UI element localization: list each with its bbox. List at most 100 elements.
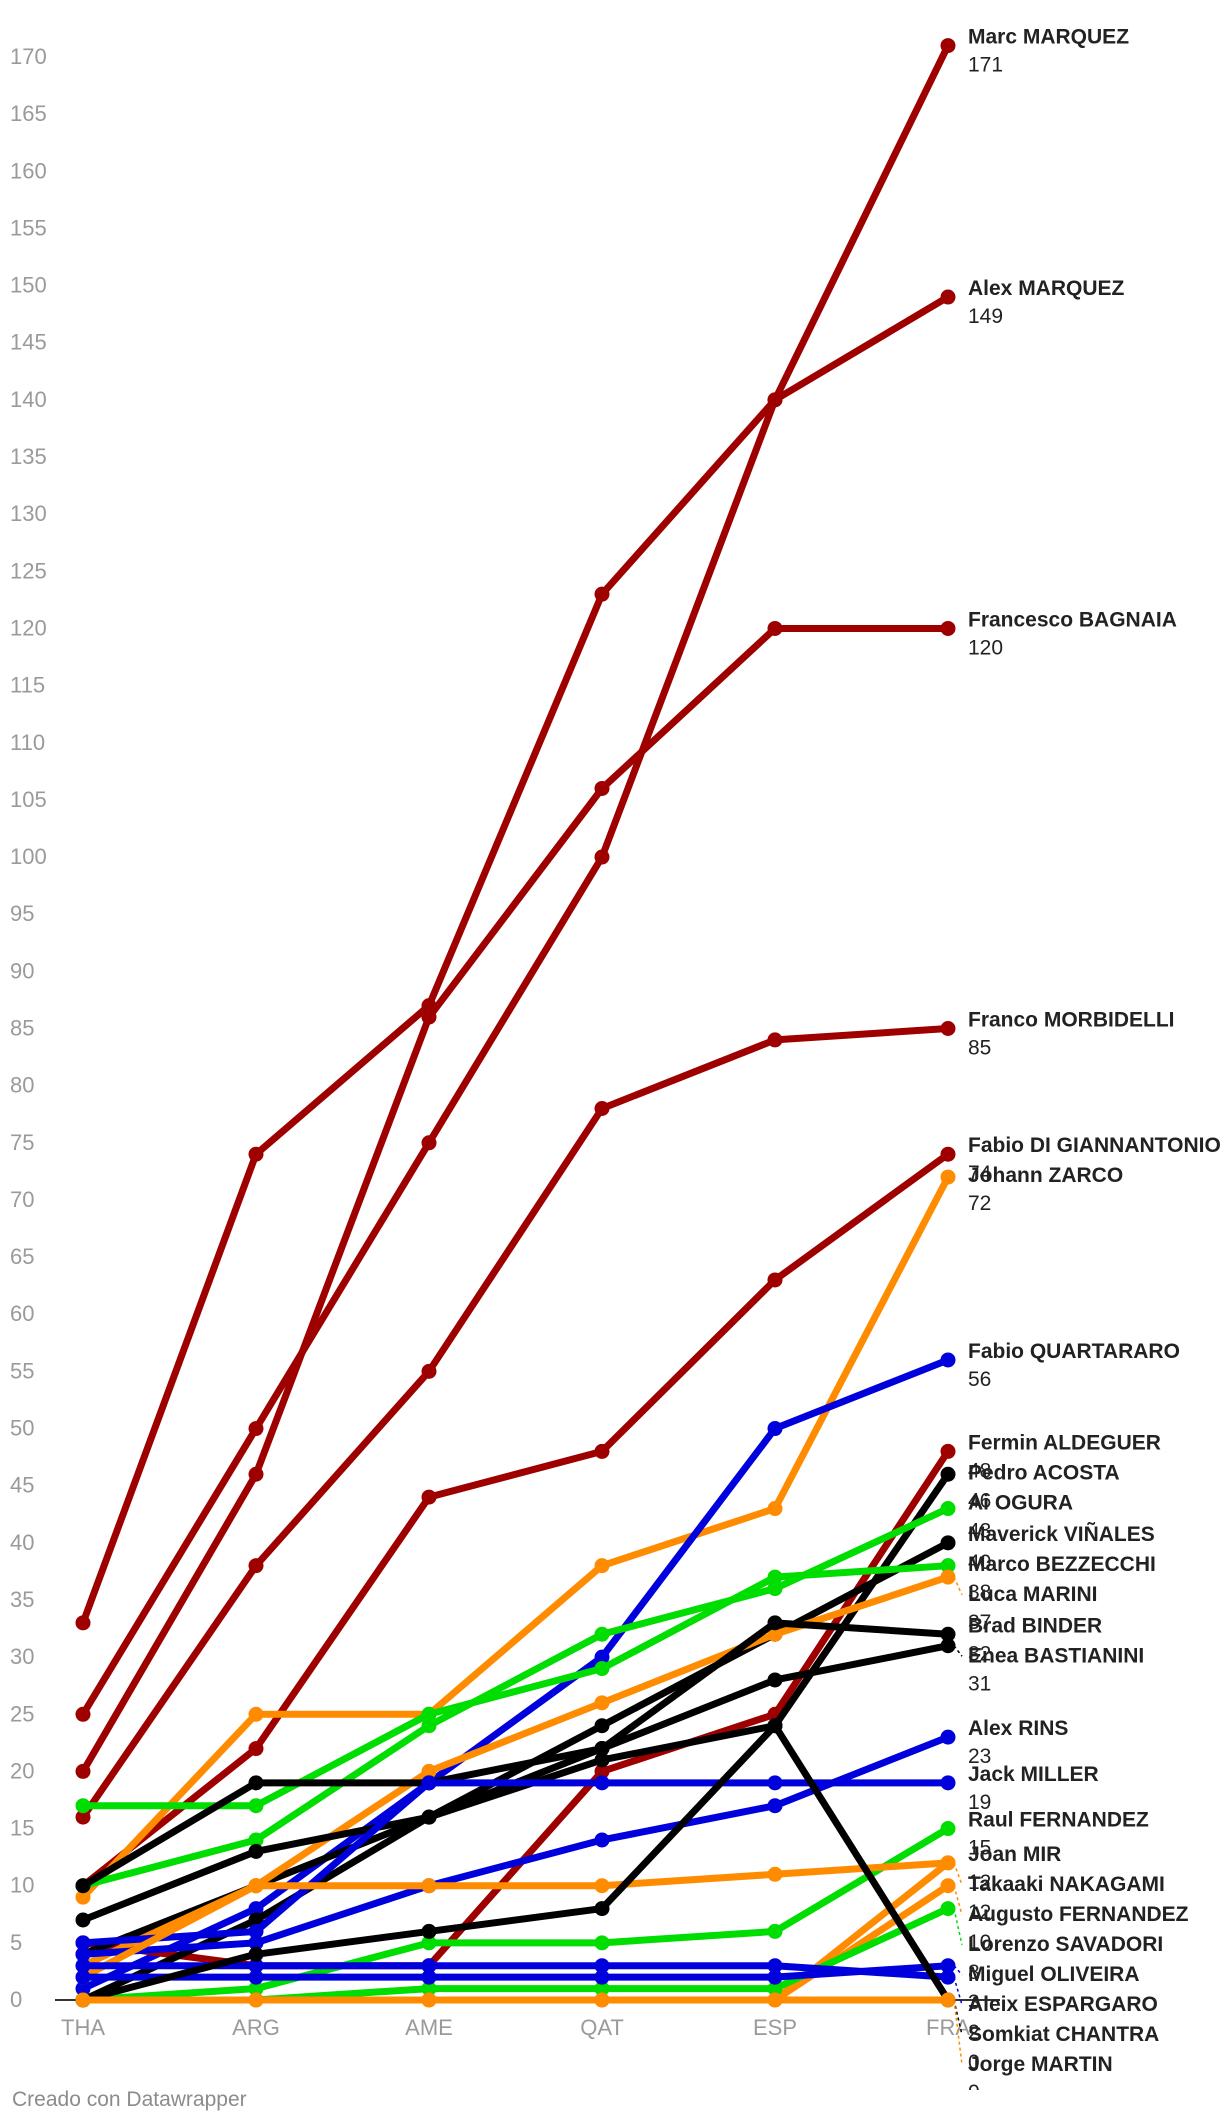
series-aleix-espargaro [75,1958,956,1985]
end-label: Luca MARINI 37 [953,1576,1098,1634]
data-point [767,1581,783,1597]
series-line [79,1619,952,1890]
data-point [248,1946,264,1962]
end-label-name: Pedro ACOSTA [968,1461,1120,1484]
y-tick-label: 35 [10,1587,34,1612]
data-point [594,1695,610,1711]
end-label-value: 74 [968,1162,992,1185]
data-point [594,1878,610,1894]
data-point [767,1718,783,1734]
end-label-value: 0 [968,2051,980,2074]
data-point [594,1935,610,1951]
series-line [79,1722,952,2004]
series-jack-miller [75,1775,956,1951]
end-label-value: 12 [968,1901,991,1924]
end-label: Alex RINS 23 [968,1717,1068,1768]
series-alex-marquez [75,289,956,1631]
y-tick-label: 70 [10,1187,34,1212]
end-label-value: 43 [968,1519,991,1542]
x-tick-label: THA [61,2015,105,2040]
end-label-name: Maverick VIÑALES [968,1523,1155,1546]
x-tick-label: QAT [580,2015,624,2040]
data-point [940,289,956,305]
series-lines [75,38,956,2008]
end-label-value: 46 [968,1489,991,1512]
data-point [248,1741,264,1757]
y-axis: 0 5 10 15 20 25 30 35 40 45 50 55 60 65 70 75 80 85 90 95 10… [10,44,47,2012]
label-connector [953,1862,963,1886]
y-tick-label: 50 [10,1416,34,1441]
y-tick-label: 100 [10,844,47,869]
data-point [248,1843,264,1859]
end-label: Somkiat CHANTRA 0 [953,1999,1159,2074]
end-label-name: Fabio DI GIANNANTONIO [968,1134,1220,1157]
data-point [594,1992,610,2008]
data-point [421,1981,437,1997]
series-line [79,1505,952,1890]
data-point [594,1832,610,1848]
end-label-name: Francesco BAGNAIA [968,608,1177,631]
label-connector [953,1885,963,1916]
data-point [75,1981,91,1997]
data-point [594,1626,610,1642]
y-tick-label: 90 [10,958,34,983]
series-marc-marquez [75,38,956,1722]
data-point [594,849,610,865]
data-point [940,38,956,54]
end-label-value: 149 [968,305,1003,328]
data-point [248,1146,264,1162]
data-point [940,1021,956,1036]
y-tick-label: 170 [10,44,47,69]
data-point [940,1535,956,1551]
data-point [248,1775,264,1791]
data-point [421,1775,437,1791]
x-tick-label: ARG [232,2015,280,2040]
data-point [940,1352,956,1368]
data-point [940,1958,956,1974]
data-point [767,1672,783,1688]
data-point [767,392,783,408]
data-point [594,586,610,602]
data-point [248,1832,264,1848]
x-axis: THA ARG AME QAT ESP FRA [61,2015,970,2040]
data-point [940,1626,956,1642]
series-franco-morbidelli [75,1021,956,1825]
end-label: Franco MORBIDELLI 85 [968,1009,1175,1060]
end-label-value: 38 [968,1581,991,1604]
data-point [940,1466,956,1482]
data-point [421,1718,437,1734]
data-point [248,1923,264,1939]
data-point [767,1923,783,1939]
end-label-value: 48 [968,1459,991,1482]
data-point [594,1661,610,1677]
y-tick-label: 155 [10,215,47,240]
end-label: Raul FERNANDEZ 15 [968,1809,1149,1860]
end-label-value: 32 [968,1642,991,1665]
data-point [940,1821,956,1837]
y-tick-label: 85 [10,1016,34,1041]
end-label: Augusto FERNANDEZ 10 [953,1885,1189,1954]
y-tick-label: 150 [10,273,47,298]
data-point [767,1501,783,1517]
end-label-value: 15 [968,1837,991,1860]
y-tick-label: 10 [10,1873,34,1898]
data-point [940,1855,956,1871]
data-point [767,620,783,636]
end-label-value: 19 [968,1791,991,1814]
end-label-name: Ai OGURA [968,1491,1073,1514]
series-line [79,42,952,1718]
end-label-name: Johann ZARCO [968,1164,1123,1187]
series-line [79,1173,952,1901]
end-label: Brad BINDER 32 [968,1614,1102,1665]
data-point [75,1889,91,1905]
end-label: Aleix ESPARGARO 2 [953,1976,1158,2044]
series-line [79,1562,952,1810]
data-point [940,1443,956,1459]
data-point [594,1958,610,1974]
data-point [75,1763,91,1779]
data-point [767,1569,783,1585]
data-point [594,1718,610,1734]
data-point [594,1775,610,1791]
data-point [940,1969,956,1985]
